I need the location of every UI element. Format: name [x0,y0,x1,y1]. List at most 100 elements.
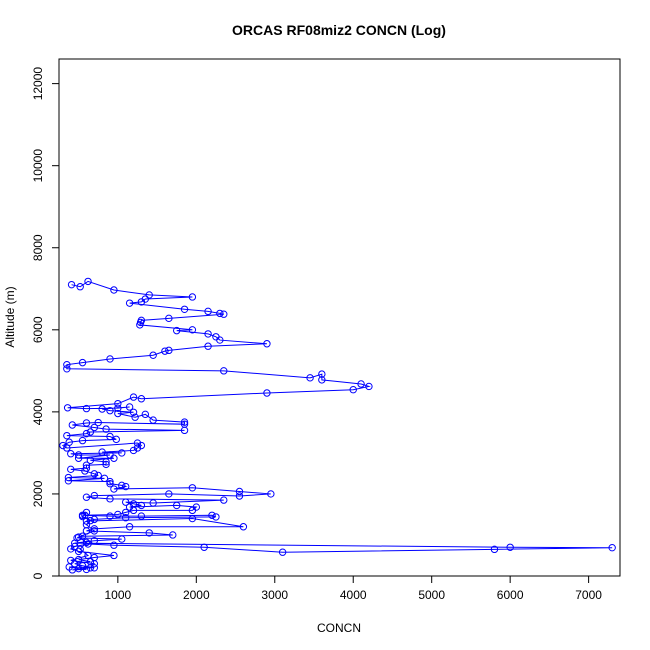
data-point [145,529,153,537]
data-point [67,545,75,553]
y-axis-ticks: 0 2000 4000 6000 8000 10000 12000 [31,67,59,579]
data-point [86,564,95,572]
data-point [306,374,314,382]
data-point [165,314,173,323]
series-group [59,277,616,574]
data-point [63,431,71,440]
data-point [137,395,146,403]
data-point [149,499,157,507]
data-point [188,506,197,515]
data-point [180,418,189,426]
data-point [102,460,110,469]
y-tick-label: 8000 [31,234,45,261]
data-point [63,444,71,452]
data-point [212,513,220,521]
x-tick-label: 2000 [183,588,210,602]
data-point [129,393,138,401]
data-point [118,481,126,490]
data-point [365,382,373,391]
data-point [78,532,87,540]
data-point [318,376,326,384]
data-point [110,454,118,462]
data-point [188,326,197,334]
data-point [74,547,83,556]
data-point [74,555,83,564]
x-tick-label: 5000 [418,588,445,602]
data-point [204,342,212,350]
data-point [86,516,95,525]
data-point [106,512,114,520]
y-tick-label: 0 [31,572,45,579]
data-point [106,355,114,363]
data-point [506,543,514,551]
data-point [102,425,110,433]
y-tick-label: 4000 [31,398,45,425]
data-point [129,506,138,515]
data-point [106,477,114,486]
data-point [161,347,169,355]
data-point [608,543,616,552]
data-point [76,545,84,554]
data-point [84,551,92,560]
data-point [90,564,99,572]
data-point [180,305,189,313]
data-point [121,482,130,491]
x-tick-label: 3000 [261,588,288,602]
data-point [235,487,244,496]
series-line [61,280,613,571]
data-point [76,283,84,291]
data-point [106,495,114,503]
data-point [114,510,122,519]
data-point [94,418,102,427]
data-point [267,490,275,498]
data-point [81,511,89,519]
data-point [90,491,99,500]
data-point [125,403,134,411]
data-point [172,326,181,335]
data-point [90,559,99,568]
data-point [349,386,357,394]
data-point [90,470,99,478]
data-point [263,340,271,348]
data-point [81,467,89,475]
x-axis-ticks: 1000 2000 3000 4000 5000 6000 7000 [104,576,602,602]
data-point [70,539,79,547]
data-point [67,280,76,289]
data-point [110,485,118,493]
data-point [263,389,271,397]
data-point [188,514,197,523]
data-point [131,413,139,421]
data-point [165,346,173,355]
data-point [141,410,150,419]
y-axis-label: Altitude (m) [3,286,17,347]
data-point [235,492,244,500]
data-point [110,551,118,560]
data-point [278,548,287,556]
data-point [118,449,126,457]
y-tick-label: 10000 [31,149,45,183]
data-point [106,432,114,441]
data-point [74,451,83,459]
data-point [98,405,106,413]
data-point [165,490,173,498]
data-point [84,277,92,286]
data-point [121,498,130,506]
data-point [220,496,228,504]
data-point [133,439,142,447]
data-point [82,404,91,413]
data-point [137,298,146,306]
data-point [102,458,110,466]
data-point [82,565,91,574]
data-point [172,501,181,510]
x-tick-label: 7000 [575,588,602,602]
data-point [239,523,248,531]
data-point [136,321,144,329]
data-point [188,293,197,301]
data-point [129,408,138,416]
data-point [68,566,77,574]
data-point [149,351,157,359]
data-point [129,446,138,455]
data-point [74,533,83,541]
data-point [106,479,114,488]
